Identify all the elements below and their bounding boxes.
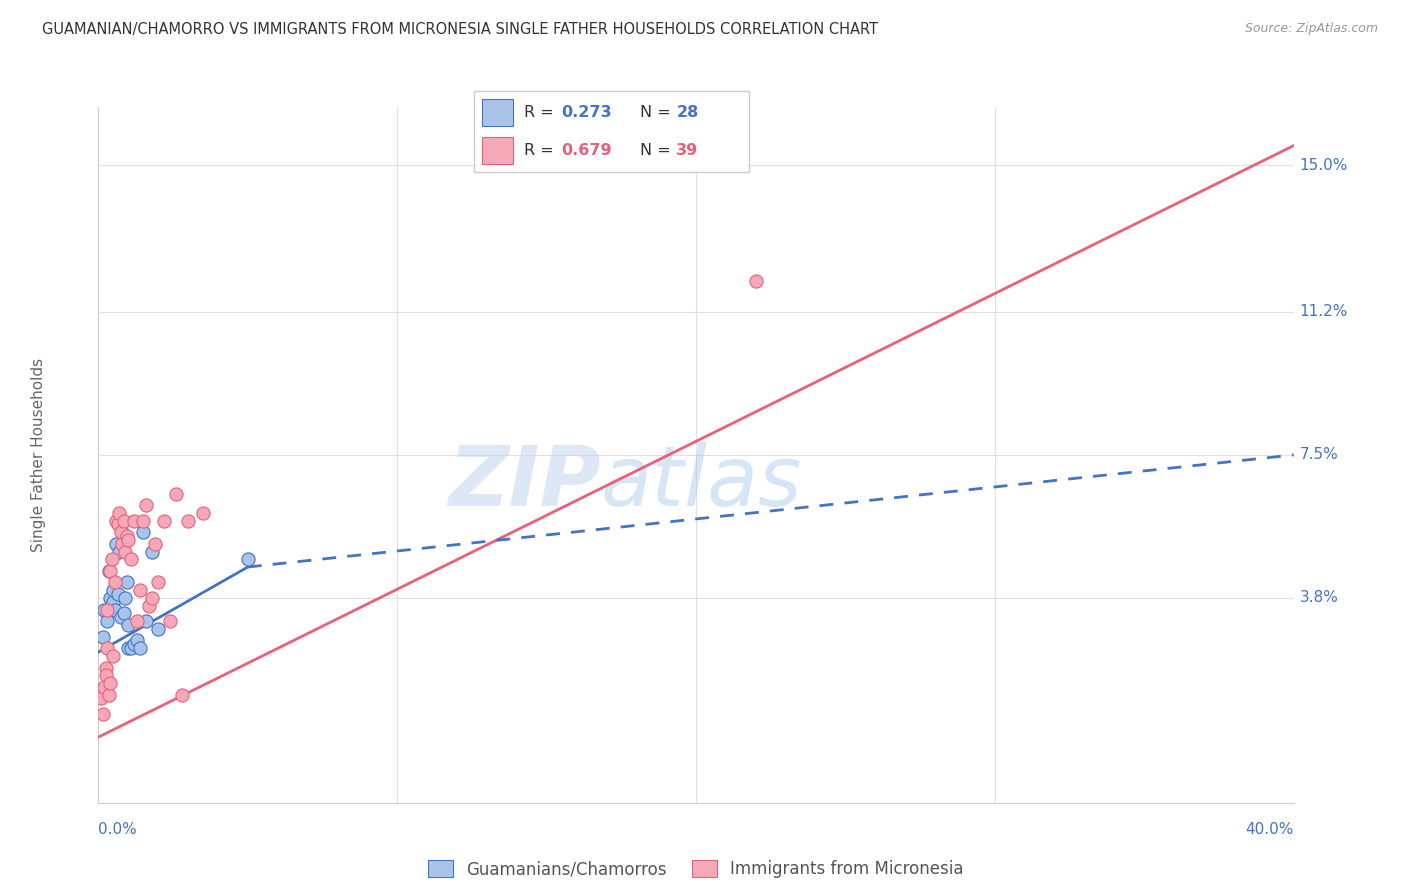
Point — [172, 688, 194, 702]
Text: 0.273: 0.273 — [561, 105, 612, 120]
Point — [129, 583, 152, 598]
Point — [105, 537, 128, 551]
Point — [91, 706, 114, 721]
Point — [108, 544, 131, 558]
Text: Single Father Households: Single Father Households — [31, 358, 46, 552]
Point — [153, 514, 176, 528]
Point — [141, 591, 163, 605]
Point — [236, 552, 259, 566]
Point — [135, 498, 157, 512]
Point — [129, 641, 152, 656]
Point — [110, 610, 132, 624]
Text: 28: 28 — [676, 105, 699, 120]
Text: 11.2%: 11.2% — [1299, 304, 1348, 319]
Point — [120, 552, 142, 566]
Point — [104, 575, 127, 590]
Point — [115, 529, 138, 543]
Point — [97, 688, 120, 702]
Point — [143, 537, 166, 551]
Point — [93, 680, 115, 694]
Point — [191, 506, 214, 520]
Point — [141, 544, 163, 558]
Text: 15.0%: 15.0% — [1299, 158, 1348, 172]
Point — [98, 564, 122, 578]
FancyBboxPatch shape — [482, 136, 513, 164]
Point — [117, 641, 139, 656]
Point — [104, 602, 127, 616]
Text: GUAMANIAN/CHAMORRO VS IMMIGRANTS FROM MICRONESIA SINGLE FATHER HOUSEHOLDS CORREL: GUAMANIAN/CHAMORRO VS IMMIGRANTS FROM MI… — [42, 22, 879, 37]
Point — [96, 602, 118, 616]
Text: 0.679: 0.679 — [561, 143, 612, 158]
FancyBboxPatch shape — [482, 99, 513, 127]
Point — [148, 575, 170, 590]
Point — [101, 552, 124, 566]
Text: 7.5%: 7.5% — [1299, 448, 1339, 462]
Point — [745, 274, 768, 288]
Point — [114, 544, 136, 558]
Point — [117, 533, 139, 547]
Point — [98, 676, 122, 690]
Point — [177, 514, 200, 528]
Text: 39: 39 — [676, 143, 699, 158]
Text: atlas: atlas — [600, 442, 801, 524]
Point — [124, 637, 146, 651]
Point — [127, 614, 149, 628]
Point — [117, 618, 139, 632]
Point — [105, 514, 128, 528]
Point — [97, 564, 120, 578]
Text: ZIP: ZIP — [447, 442, 600, 524]
Point — [96, 641, 118, 656]
FancyBboxPatch shape — [474, 91, 749, 172]
Text: 3.8%: 3.8% — [1299, 591, 1339, 606]
Point — [108, 506, 131, 520]
Point — [124, 514, 146, 528]
Text: R =: R = — [524, 143, 560, 158]
Point — [127, 633, 149, 648]
Point — [101, 599, 124, 613]
Text: 0.0%: 0.0% — [98, 822, 138, 837]
Point — [135, 614, 157, 628]
Text: R =: R = — [524, 105, 560, 120]
Point — [159, 614, 181, 628]
Point — [138, 599, 160, 613]
Text: N =: N = — [640, 105, 676, 120]
Point — [115, 575, 138, 590]
Point — [93, 602, 115, 616]
Point — [112, 514, 135, 528]
Point — [120, 641, 142, 656]
Point — [96, 614, 118, 628]
Text: N =: N = — [640, 143, 676, 158]
Point — [103, 583, 125, 598]
Point — [107, 587, 129, 601]
Point — [112, 607, 135, 621]
Legend: Guamanians/Chamorros, Immigrants from Micronesia: Guamanians/Chamorros, Immigrants from Mi… — [422, 854, 970, 885]
Point — [103, 595, 125, 609]
Point — [103, 648, 125, 663]
Text: 40.0%: 40.0% — [1246, 822, 1294, 837]
Point — [111, 525, 134, 540]
Point — [107, 517, 129, 532]
Point — [91, 630, 114, 644]
Point — [110, 525, 132, 540]
Point — [94, 660, 117, 674]
Point — [132, 514, 155, 528]
Point — [98, 591, 122, 605]
Point — [165, 486, 187, 500]
Point — [111, 537, 134, 551]
Point — [94, 668, 117, 682]
Point — [148, 622, 170, 636]
Point — [90, 691, 112, 706]
Text: Source: ZipAtlas.com: Source: ZipAtlas.com — [1244, 22, 1378, 36]
Point — [132, 525, 155, 540]
Point — [114, 591, 136, 605]
